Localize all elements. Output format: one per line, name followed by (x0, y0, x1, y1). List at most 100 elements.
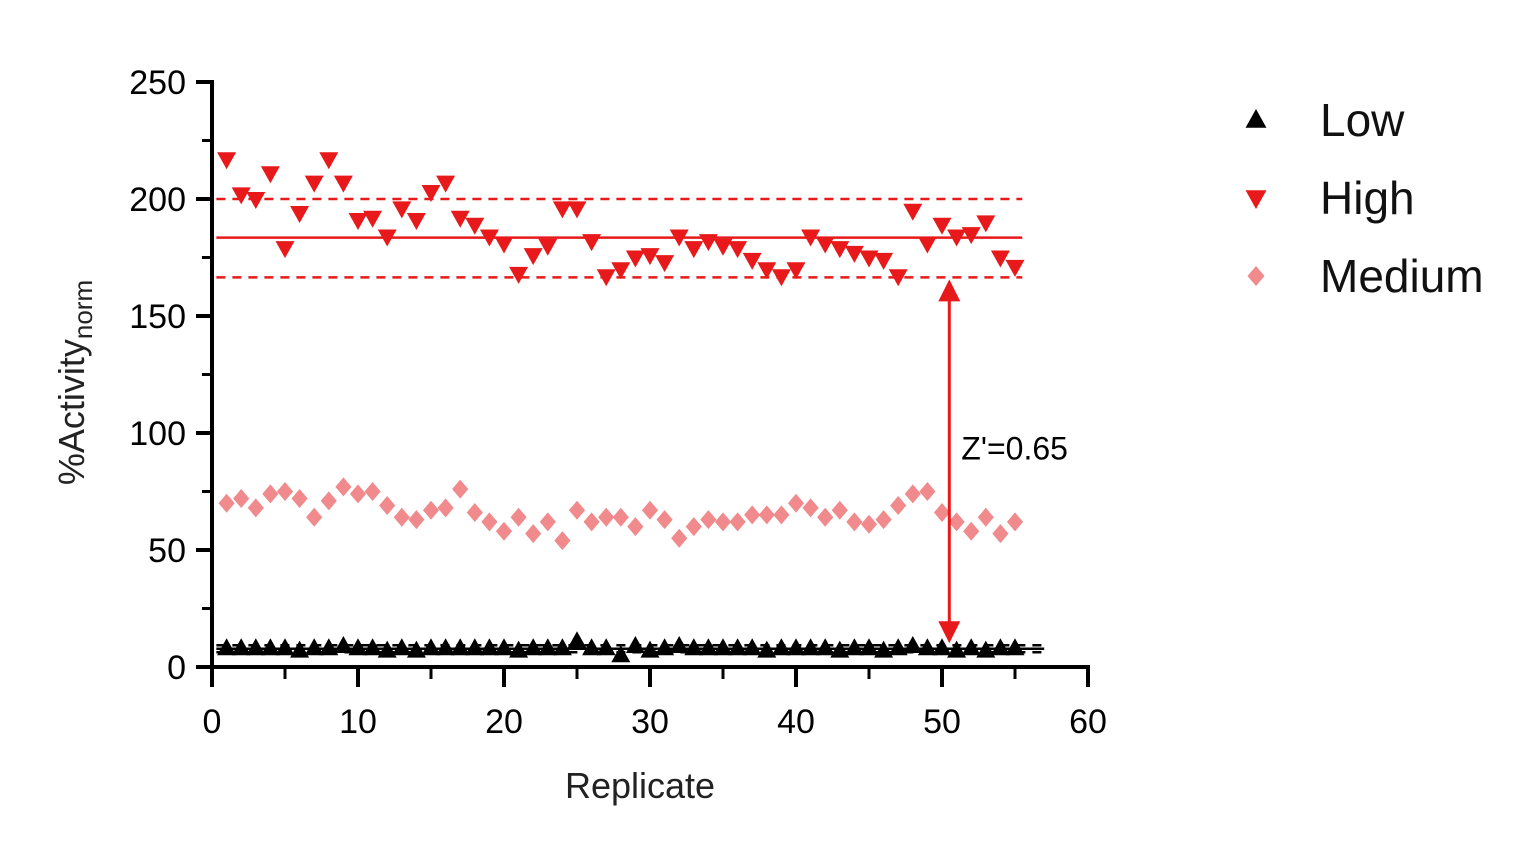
y-axis-title: %Activitynorm (51, 280, 98, 485)
low-point (275, 638, 295, 656)
low-point (319, 638, 339, 656)
x-axis-title: Replicate (565, 765, 715, 806)
low-point (290, 640, 310, 658)
low-point (990, 638, 1010, 656)
high-point (523, 248, 543, 266)
medium-point (1006, 512, 1024, 532)
high-point (698, 234, 718, 252)
medium-point (554, 531, 571, 551)
x-tick-label: 30 (631, 703, 669, 741)
low-point (246, 638, 266, 656)
medium-point (583, 512, 600, 532)
low-point (713, 638, 733, 656)
high-point (421, 184, 441, 202)
y-tick-label: 0 (167, 649, 186, 687)
low-point (947, 640, 967, 658)
low-point (450, 638, 470, 656)
medium-point (744, 505, 761, 525)
high-point (684, 241, 704, 259)
high-point (742, 252, 762, 270)
low-point (625, 635, 645, 653)
y-tick-label: 250 (129, 64, 186, 102)
high-point (859, 250, 879, 268)
low-point (479, 638, 499, 656)
high-point (392, 201, 412, 219)
z-prime-arrowhead-bottom (938, 621, 961, 644)
low-point (304, 638, 324, 656)
medium-point (306, 507, 323, 527)
y-tick-label: 100 (129, 415, 186, 453)
medium-point (831, 500, 848, 520)
low-point (976, 640, 996, 658)
low-point (348, 638, 368, 656)
medium-point (452, 479, 469, 499)
medium-point (525, 524, 542, 544)
high-point (465, 217, 485, 235)
legend-label-low: Low (1320, 94, 1405, 146)
medium-point (992, 524, 1009, 544)
low-point (231, 638, 251, 656)
low-point (859, 638, 879, 656)
high-point (494, 236, 514, 254)
y-axis-title-main: %Activity (51, 339, 92, 485)
low-point (582, 638, 602, 656)
medium-point (627, 517, 644, 537)
series-high (217, 152, 1025, 287)
high-point (436, 175, 456, 193)
x-ticks: 0 10 20 30 40 50 60 (203, 667, 1107, 741)
medium-point (612, 507, 629, 527)
low-point (494, 638, 514, 656)
legend-item-medium: Medium (1247, 250, 1484, 302)
low-point (611, 645, 631, 663)
y-tick-label: 150 (129, 298, 186, 336)
high-point (786, 262, 806, 280)
high-point (260, 166, 280, 184)
y-ticks: 0 50 100 150 200 250 (129, 64, 212, 687)
medium-point (466, 503, 483, 523)
low-point (421, 638, 441, 656)
medium-point (846, 512, 863, 532)
low-point (596, 638, 616, 656)
medium-point (685, 517, 702, 537)
series-medium (218, 477, 1024, 551)
low-point (552, 638, 572, 656)
legend-marker-low (1245, 109, 1267, 128)
low-point (874, 640, 894, 658)
medium-point (656, 510, 673, 530)
low-point (698, 638, 718, 656)
low-point (392, 638, 412, 656)
y-tick-label: 50 (148, 532, 186, 570)
low-point (757, 640, 777, 658)
low-point (523, 638, 543, 656)
medium-point (233, 489, 250, 509)
medium-point (539, 512, 556, 532)
reference-lines (216, 197, 1045, 654)
medium-point (933, 503, 951, 523)
legend-label-medium: Medium (1320, 250, 1484, 302)
high-point (479, 229, 499, 247)
high-point (231, 187, 251, 205)
low-point (465, 638, 485, 656)
high-point (932, 217, 952, 235)
high-point (538, 238, 558, 256)
x-tick-label: 0 (203, 703, 222, 741)
high-point (290, 206, 310, 224)
high-point (406, 213, 426, 231)
medium-point (890, 496, 907, 516)
high-point (625, 250, 645, 268)
low-point (436, 638, 456, 656)
low-point (830, 640, 850, 658)
low-point (786, 638, 806, 656)
low-point (669, 635, 689, 653)
low-point (406, 640, 426, 658)
high-point (363, 210, 383, 228)
medium-point (802, 498, 819, 518)
legend-item-high: High (1245, 172, 1415, 224)
low-point (917, 638, 937, 656)
axes: 0 50 100 150 200 250 0 10 20 30 40 50 60 (129, 64, 1107, 741)
high-point (567, 201, 587, 219)
high-point (304, 175, 324, 193)
low-point (771, 638, 791, 656)
medium-point (422, 500, 440, 520)
legend-marker-high (1245, 190, 1267, 209)
